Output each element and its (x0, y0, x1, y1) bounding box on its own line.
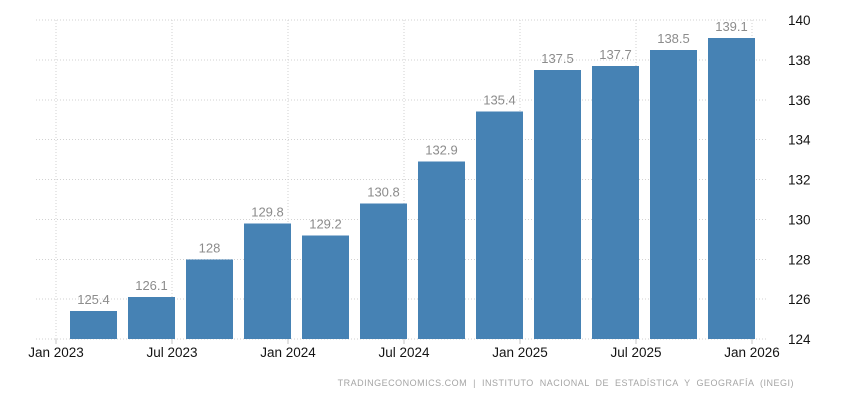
bar-value-label: 137.5 (541, 51, 574, 66)
bar-value-label: 128 (199, 240, 221, 255)
x-axis-tick-label: Jul 2023 (146, 345, 197, 360)
bar-value-label: 138.5 (657, 31, 690, 46)
bar[interactable] (302, 235, 349, 339)
y-axis-tick-label: 134 (788, 133, 811, 148)
y-axis-tick-label: 132 (788, 173, 811, 188)
bar[interactable] (708, 37, 755, 339)
x-axis-tick-label: Jul 2025 (610, 345, 661, 360)
chart-footer: TRADINGECONOMICS.COM | INSTITUTO NACIONA… (338, 378, 794, 388)
bar[interactable] (70, 311, 117, 339)
bar-value-label: 129.2 (309, 216, 342, 231)
bar[interactable] (650, 49, 697, 339)
y-axis-tick-label: 130 (788, 212, 811, 227)
y-axis-tick-label: 136 (788, 93, 811, 108)
bar-value-label: 135.4 (483, 93, 516, 108)
x-axis-tick-label: Jan 2023 (28, 345, 84, 360)
x-axis-tick-label: Jan 2025 (492, 345, 548, 360)
footer-attribution-text: TRADINGECONOMICS.COM | INSTITUTO NACIONA… (337, 378, 794, 388)
bar-value-label: 130.8 (367, 184, 400, 199)
y-axis-tick-label: 126 (788, 292, 811, 307)
bar-value-label: 126.1 (135, 278, 168, 293)
bar[interactable] (244, 223, 291, 339)
x-axis-tick-label: Jul 2024 (378, 345, 430, 360)
y-axis-tick-label: 140 (788, 13, 811, 28)
bar-value-label: 137.7 (599, 47, 632, 62)
bar[interactable] (534, 69, 581, 339)
bar[interactable] (186, 259, 233, 339)
bar[interactable] (128, 297, 175, 339)
x-axis-tick-label: Jan 2026 (724, 345, 780, 360)
bar[interactable] (360, 203, 407, 339)
y-axis-tick-label: 138 (788, 53, 811, 68)
y-axis-tick-label: 128 (788, 252, 811, 267)
bar-value-label: 132.9 (425, 143, 458, 158)
bar-value-label: 129.8 (251, 204, 284, 219)
y-axis-tick-label: 124 (788, 332, 811, 347)
plot-area: 140 138 136 134 132 130 128 126 124 Jan 2023 Jul 2… (28, 13, 811, 360)
bar-value-label: 139.1 (715, 19, 748, 34)
x-axis-tick-label: Jan 2024 (260, 345, 316, 360)
bar[interactable] (476, 111, 523, 340)
bar-value-label: 125.4 (77, 292, 110, 307)
bar[interactable] (592, 65, 639, 339)
bar[interactable] (418, 161, 465, 339)
